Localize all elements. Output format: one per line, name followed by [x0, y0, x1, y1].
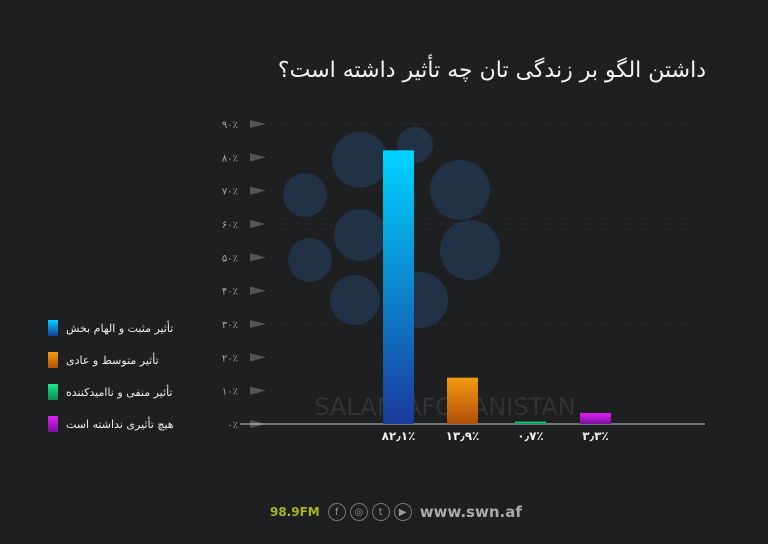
bar — [515, 421, 546, 424]
legend-swatch — [48, 320, 58, 336]
facebook-icon[interactable]: f — [327, 503, 346, 521]
legend-swatch — [48, 384, 58, 400]
legend-label: تأثیر مثبت و الهام بخش — [66, 321, 174, 335]
y-tick-label: ۱۰٪ — [222, 387, 238, 398]
legend: تأثیر مثبت و الهام بخش تأثیر متوسط و عاد… — [48, 312, 198, 440]
tick-arrow — [250, 120, 266, 128]
data-label: ۱۳٫۹٪ — [446, 429, 480, 443]
station-frequency: 98.9FM — [270, 505, 320, 519]
legend-swatch — [48, 416, 58, 432]
youtube-icon[interactable]: ▶ — [393, 503, 412, 521]
y-tick-label: ۴۰٪ — [222, 287, 238, 298]
y-tick-label: ۸۰٪ — [222, 153, 238, 164]
legend-item: تأثیر مثبت و الهام بخش — [48, 312, 198, 344]
legend-label: هیچ تأثیری نداشته است — [66, 417, 174, 431]
bar — [383, 150, 414, 425]
y-tick-label: ۹۰٪ — [222, 120, 238, 131]
tick-arrow — [250, 186, 266, 195]
tick-arrow — [250, 320, 266, 328]
legend-item: تأثیر منفی و ناامیدکننده — [48, 376, 198, 408]
y-tick-label: ۶۰٪ — [222, 220, 238, 231]
data-label: ۳٫۳٪ — [582, 429, 608, 443]
tick-arrow — [250, 253, 266, 262]
y-tick-label: ۲۰٪ — [222, 353, 238, 364]
instagram-icon[interactable]: ◎ — [349, 503, 368, 521]
tick-arrow — [250, 353, 266, 362]
watermark-text: SALAM AFGHANISTAN — [314, 393, 576, 421]
legend-swatch — [48, 352, 58, 368]
legend-item: هیچ تأثیری نداشته است — [48, 408, 198, 440]
y-tick-label: ۷۰٪ — [222, 187, 238, 198]
tick-arrow — [250, 286, 266, 295]
legend-label: تأثیر متوسط و عادی — [66, 353, 159, 367]
y-tick-label: ۳۰٪ — [222, 320, 238, 331]
tick-arrow — [250, 153, 266, 162]
y-tick-label: ۵۰٪ — [222, 253, 238, 264]
data-label: ۸۲٫۱٪ — [382, 429, 416, 443]
footer: 98.9FM f ◎ t ▶ www.swn.af — [270, 503, 522, 521]
bar — [447, 377, 478, 424]
tick-arrow — [250, 386, 266, 395]
bar — [580, 413, 611, 424]
chart-title: داشتن الگو بر زندگی تان چه تأثیر داشته ا… — [277, 58, 706, 83]
tick-arrow — [250, 220, 266, 228]
twitter-icon[interactable]: t — [371, 503, 390, 521]
website-link[interactable]: www.swn.af — [419, 503, 522, 521]
legend-label: تأثیر منفی و ناامیدکننده — [66, 385, 173, 399]
legend-item: تأثیر متوسط و عادی — [48, 344, 198, 376]
data-label: ۰٫۷٪ — [517, 429, 543, 443]
y-tick-label: ۰٪ — [227, 420, 238, 431]
